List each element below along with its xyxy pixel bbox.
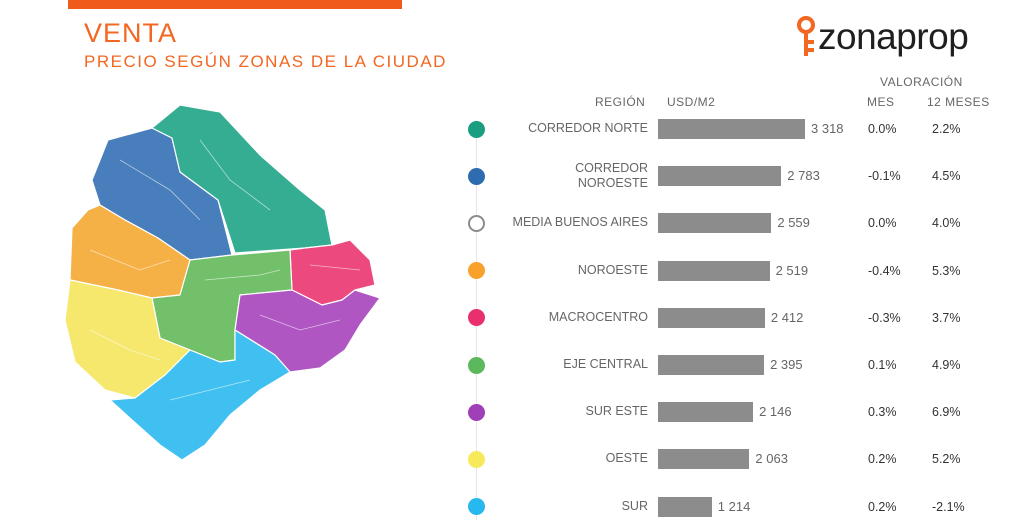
region-label: MEDIA BUENOS AIRES	[512, 215, 648, 230]
mes-value: -0.4%	[868, 263, 901, 278]
region-label: CORREDOR NORTE	[528, 121, 648, 135]
value-bar	[658, 449, 750, 470]
value-label: 2 412	[770, 309, 804, 325]
value-label: 2 395	[770, 357, 803, 372]
value-label: 1 214	[717, 498, 751, 514]
value-bar	[658, 260, 770, 281]
doce-meses-value: 4.9%	[932, 358, 961, 372]
value-label: 2 519	[775, 262, 809, 278]
legend-dot	[468, 214, 485, 232]
doce-meses-value: -2.1%	[932, 499, 965, 514]
value-label: 2 146	[759, 404, 792, 420]
value-label: 3 318	[811, 121, 844, 136]
doce-meses-value: 3.7%	[932, 310, 961, 325]
header-usd-m2: USD/M2	[667, 95, 716, 109]
value-bar	[658, 307, 765, 328]
doce-meses-value: 5.3%	[932, 263, 961, 278]
header-valoracion: VALORACIÓN	[880, 75, 963, 89]
doce-meses-value: 4.0%	[932, 216, 961, 231]
doce-meses-value: 2.2%	[932, 122, 961, 136]
map-zone-sur	[109, 329, 291, 461]
doce-meses-value: 5.2%	[932, 452, 961, 467]
city-zones-map	[64, 104, 381, 461]
legend-dot	[468, 262, 485, 280]
mes-value: -0.3%	[868, 310, 901, 325]
value-bar	[658, 355, 765, 375]
value-label: 2 783	[787, 168, 820, 184]
mes-value: 0.2%	[868, 499, 897, 514]
doce-meses-value: 6.9%	[932, 405, 961, 420]
doce-meses-value: 4.5%	[932, 169, 961, 184]
mes-value: 0.0%	[868, 216, 897, 231]
legend-dot	[468, 403, 485, 421]
zonaprop-logo: zonaprop	[796, 16, 986, 60]
region-label: SUR ESTE	[585, 404, 648, 419]
value-bar	[658, 119, 805, 139]
page-subtitle: PRECIO SEGÚN ZONAS DE LA CIUDAD	[84, 52, 447, 71]
value-label: 2 063	[755, 451, 788, 467]
region-label: OESTE	[605, 451, 648, 466]
value-bar	[658, 402, 754, 423]
legend-dot	[468, 120, 485, 138]
legend-dot	[468, 498, 485, 516]
value-bar	[658, 213, 772, 234]
region-label: CORREDOR NOROESTE	[575, 161, 648, 191]
legend-dot	[468, 309, 485, 327]
header-mes: MES	[867, 95, 895, 109]
value-bar	[658, 166, 782, 187]
value-label: 2 559	[777, 215, 810, 231]
region-label: SUR	[621, 498, 648, 513]
region-label: MACROCENTRO	[548, 309, 648, 324]
header-region: REGIÓN	[595, 95, 646, 109]
mes-value: 0.0%	[868, 122, 897, 136]
page-title: VENTA	[84, 18, 178, 48]
legend-dot	[468, 356, 485, 374]
region-label: NOROESTE	[577, 262, 648, 277]
legend-dot	[468, 450, 485, 468]
key-icon	[797, 16, 815, 56]
mes-value: 0.1%	[868, 358, 897, 372]
logo-text: zonaprop	[818, 16, 969, 57]
header-12-meses: 12 MESES	[927, 95, 990, 109]
region-label: EJE CENTRAL	[563, 357, 648, 371]
legend-dot	[468, 167, 485, 185]
value-bar	[658, 496, 712, 517]
mes-value: -0.1%	[868, 169, 901, 184]
mes-value: 0.2%	[868, 452, 897, 467]
mes-value: 0.3%	[868, 405, 897, 420]
top-accent-bar	[68, 0, 402, 9]
